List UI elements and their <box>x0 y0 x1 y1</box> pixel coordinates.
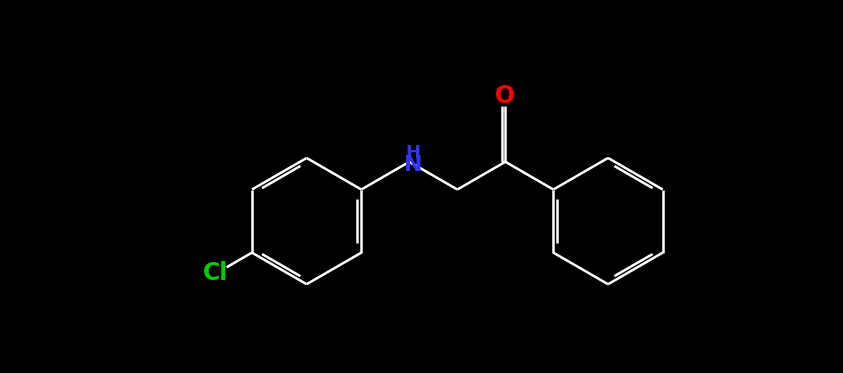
Text: O: O <box>496 84 515 107</box>
Text: Cl: Cl <box>203 261 228 285</box>
Text: H: H <box>405 144 421 162</box>
Text: N: N <box>404 155 422 175</box>
